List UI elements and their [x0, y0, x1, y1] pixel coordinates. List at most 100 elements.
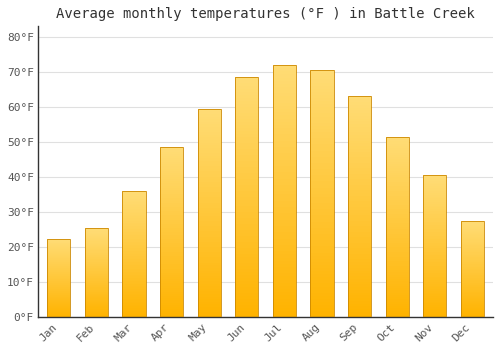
Bar	[460, 221, 484, 317]
Bar	[235, 89, 258, 92]
Bar	[47, 307, 70, 308]
Bar	[386, 196, 409, 198]
Bar	[348, 273, 371, 276]
Bar	[84, 229, 108, 230]
Bar	[198, 179, 221, 182]
Bar	[460, 245, 484, 246]
Bar	[47, 247, 70, 248]
Bar	[84, 272, 108, 273]
Bar	[272, 270, 296, 273]
Bar	[235, 308, 258, 312]
Bar	[160, 275, 183, 277]
Bar	[423, 243, 446, 245]
Bar	[386, 200, 409, 202]
Bar	[423, 296, 446, 298]
Bar	[198, 205, 221, 208]
Bar	[47, 271, 70, 272]
Bar	[47, 269, 70, 270]
Bar	[423, 191, 446, 193]
Bar	[160, 262, 183, 264]
Bar	[198, 263, 221, 265]
Bar	[423, 293, 446, 294]
Bar	[84, 231, 108, 232]
Bar	[84, 312, 108, 313]
Bar	[235, 170, 258, 173]
Bar	[198, 109, 221, 317]
Bar	[122, 262, 146, 264]
Bar	[47, 273, 70, 274]
Bar	[47, 282, 70, 283]
Bar	[160, 203, 183, 205]
Bar	[198, 286, 221, 289]
Bar	[348, 168, 371, 171]
Bar	[47, 277, 70, 278]
Bar	[386, 223, 409, 225]
Bar	[272, 223, 296, 226]
Bar	[348, 182, 371, 185]
Bar	[198, 156, 221, 158]
Bar	[122, 270, 146, 272]
Bar	[348, 287, 371, 290]
Bar	[235, 293, 258, 296]
Bar	[310, 200, 334, 203]
Bar	[348, 271, 371, 273]
Bar	[423, 209, 446, 211]
Bar	[198, 200, 221, 203]
Bar	[84, 306, 108, 307]
Bar	[84, 238, 108, 239]
Bar	[310, 314, 334, 317]
Bar	[272, 283, 296, 286]
Bar	[423, 305, 446, 307]
Bar	[310, 70, 334, 317]
Bar	[160, 171, 183, 173]
Bar	[460, 301, 484, 302]
Bar	[122, 193, 146, 194]
Bar	[47, 272, 70, 273]
Bar	[423, 264, 446, 266]
Bar	[348, 257, 371, 259]
Bar	[198, 296, 221, 299]
Bar	[386, 162, 409, 164]
Bar	[423, 232, 446, 234]
Bar	[272, 150, 296, 153]
Bar	[460, 276, 484, 278]
Bar	[423, 276, 446, 278]
Bar	[47, 297, 70, 298]
Bar	[160, 194, 183, 196]
Bar	[310, 216, 334, 218]
Bar	[84, 283, 108, 284]
Bar	[310, 107, 334, 110]
Bar	[423, 316, 446, 317]
Bar	[310, 120, 334, 123]
Bar	[198, 229, 221, 231]
Bar	[460, 258, 484, 260]
Bar	[460, 244, 484, 245]
Bar	[160, 273, 183, 275]
Bar	[235, 279, 258, 281]
Bar	[122, 223, 146, 224]
Bar	[122, 268, 146, 270]
Bar	[47, 239, 70, 240]
Bar	[122, 213, 146, 215]
Bar	[160, 181, 183, 183]
Bar	[198, 268, 221, 271]
Bar	[310, 265, 334, 268]
Bar	[272, 109, 296, 112]
Bar	[460, 291, 484, 292]
Bar	[386, 236, 409, 238]
Bar	[160, 292, 183, 294]
Bar	[198, 124, 221, 127]
Bar	[348, 199, 371, 202]
Bar	[198, 310, 221, 312]
Bar	[386, 168, 409, 171]
Bar	[160, 175, 183, 177]
Bar	[160, 277, 183, 279]
Bar	[235, 125, 258, 128]
Bar	[47, 299, 70, 300]
Bar	[122, 224, 146, 226]
Bar	[160, 201, 183, 203]
Bar	[272, 226, 296, 229]
Bar	[386, 155, 409, 157]
Bar	[310, 157, 334, 160]
Bar	[460, 228, 484, 230]
